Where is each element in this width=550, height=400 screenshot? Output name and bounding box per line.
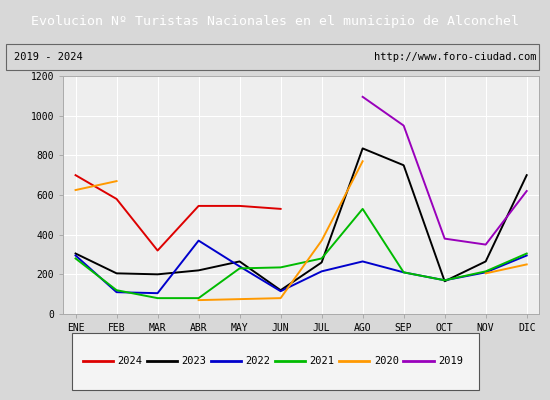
- Text: 2019: 2019: [438, 356, 463, 366]
- Text: Evolucion Nº Turistas Nacionales en el municipio de Alconchel: Evolucion Nº Turistas Nacionales en el m…: [31, 14, 519, 28]
- Text: 2020: 2020: [374, 356, 399, 366]
- Text: 2019 - 2024: 2019 - 2024: [14, 52, 82, 62]
- Bar: [6, 44, 539, 70]
- Text: 2021: 2021: [310, 356, 334, 366]
- Text: http://www.foro-ciudad.com: http://www.foro-ciudad.com: [374, 52, 536, 62]
- Text: 2022: 2022: [245, 356, 271, 366]
- Bar: [72, 333, 478, 390]
- Text: 2024: 2024: [117, 356, 142, 366]
- Text: 2023: 2023: [182, 356, 206, 366]
